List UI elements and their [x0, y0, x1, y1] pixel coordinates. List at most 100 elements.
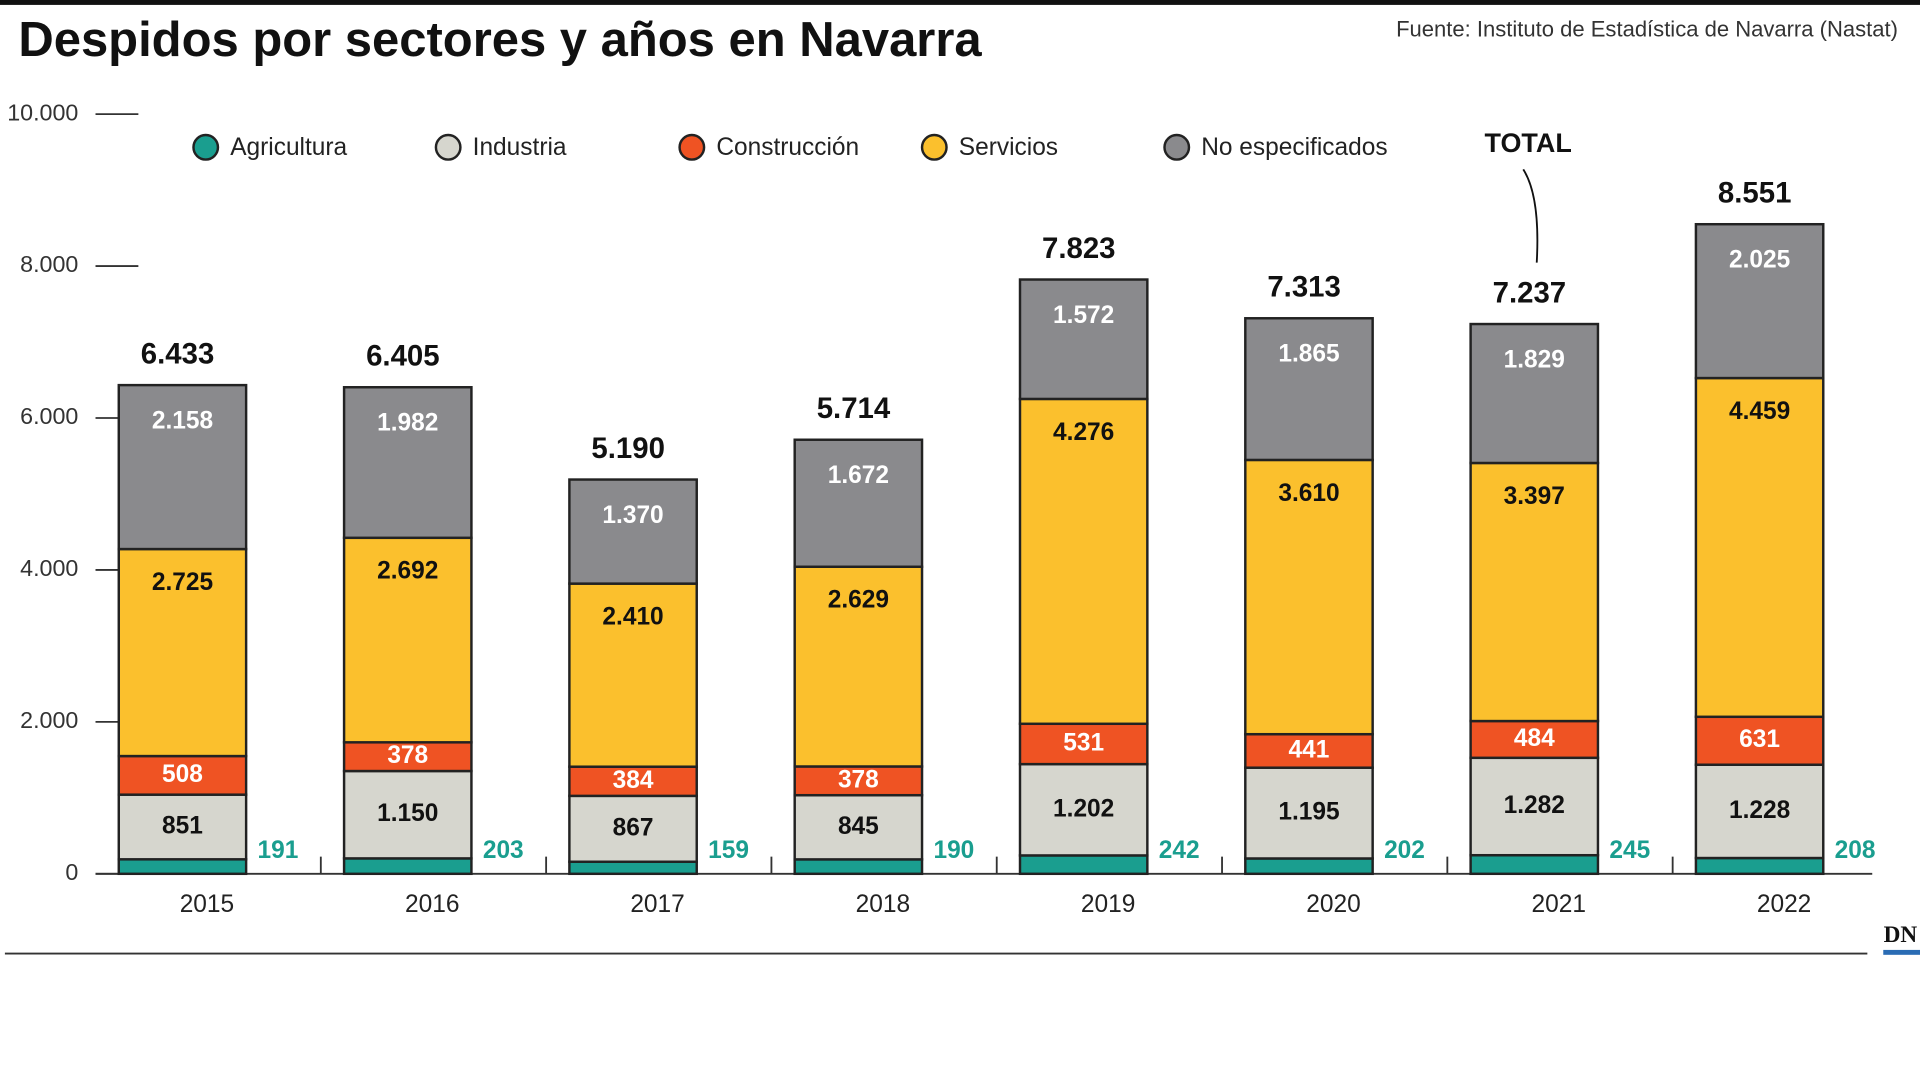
legend-label: Construcción — [716, 134, 859, 161]
x-tick-label: 2017 — [630, 891, 684, 918]
data-label: 867 — [613, 814, 654, 841]
top-rule — [0, 0, 1920, 5]
y-tick-label: 2.000 — [20, 707, 78, 733]
bar-segment — [342, 741, 473, 773]
legend-swatch — [192, 133, 220, 161]
x-tick-label: 2021 — [1532, 891, 1586, 918]
bar-segment — [793, 438, 924, 568]
data-label: 508 — [162, 761, 203, 788]
total-label: 6.433 — [141, 337, 215, 370]
total-label: 7.313 — [1267, 271, 1341, 304]
data-label: 1.370 — [602, 502, 663, 529]
legend-swatch — [920, 133, 948, 161]
x-tick-label: 2019 — [1081, 891, 1135, 918]
data-label: 1.572 — [1053, 302, 1114, 329]
total-label: 7.237 — [1493, 276, 1567, 309]
bar-segment — [1018, 854, 1149, 876]
bar-segment — [1244, 766, 1374, 860]
y-tick-label: 4.000 — [20, 555, 78, 581]
total-label: 6.405 — [366, 340, 440, 373]
data-label: 208 — [1835, 837, 1876, 864]
data-label: 845 — [838, 813, 879, 840]
data-label: 1.865 — [1278, 341, 1339, 368]
data-label: 851 — [162, 812, 203, 839]
data-label: 2.410 — [602, 603, 663, 630]
annotation: TOTAL — [1485, 128, 1572, 158]
data-label: 1.202 — [1053, 795, 1114, 822]
source: Fuente: Instituto de Estadística de Nava… — [1396, 16, 1898, 41]
y-tick-label: 0 — [65, 859, 78, 885]
data-label: 378 — [387, 742, 428, 769]
bar-segment — [1018, 397, 1149, 726]
data-label: 384 — [613, 767, 654, 794]
legend-label: Industria — [473, 134, 567, 161]
data-label: 531 — [1063, 729, 1104, 756]
data-label: 202 — [1384, 837, 1425, 864]
data-label: 631 — [1739, 726, 1780, 753]
x-tick-label: 2018 — [856, 891, 910, 918]
bar-segment — [793, 765, 924, 797]
bar-segment — [568, 582, 698, 768]
data-label: 1.672 — [828, 462, 889, 489]
bar-segment — [1244, 857, 1374, 876]
bar-segment — [117, 547, 248, 758]
data-label: 2.629 — [828, 587, 889, 614]
bar-segment — [1469, 853, 1600, 876]
total-label: 5.190 — [591, 432, 665, 465]
bar-segment — [568, 478, 698, 585]
total-label: 7.823 — [1042, 232, 1116, 265]
bar-segment — [568, 860, 698, 876]
chart-title: Despidos por sectores y años en Navarra — [18, 13, 982, 67]
legend-label: No especificados — [1201, 134, 1387, 161]
data-label: 378 — [838, 766, 879, 793]
x-tick-label: 2016 — [405, 891, 459, 918]
bar-segment — [342, 386, 473, 540]
data-label: 1.829 — [1504, 346, 1565, 373]
logo: DN — [1884, 922, 1918, 948]
data-label: 1.195 — [1278, 799, 1339, 826]
x-tick-label: 2015 — [180, 891, 234, 918]
data-label: 1.228 — [1729, 797, 1790, 824]
bar-segment — [1018, 722, 1149, 766]
data-label: 203 — [483, 837, 524, 864]
data-label: 1.282 — [1504, 792, 1565, 819]
bar-segment — [1018, 278, 1149, 401]
data-label: 441 — [1289, 736, 1330, 763]
y-tick-label: 8.000 — [20, 251, 78, 277]
data-label: 1.150 — [377, 800, 438, 827]
legend-swatch — [678, 133, 706, 161]
bar-segment — [1694, 222, 1825, 380]
annotation-line — [1522, 168, 1539, 263]
bar-segment — [793, 858, 924, 876]
bar-segment — [1694, 856, 1825, 876]
bar-segment — [568, 794, 698, 863]
data-label: 3.397 — [1504, 483, 1565, 510]
bar-segment — [1694, 763, 1825, 860]
bar-segment — [117, 858, 248, 876]
data-label: 245 — [1609, 837, 1650, 864]
legend-swatch — [1163, 133, 1191, 161]
bar-segment — [1469, 322, 1600, 465]
data-label: 2.692 — [377, 558, 438, 585]
data-label: 190 — [933, 837, 974, 864]
data-label: 1.982 — [377, 410, 438, 437]
bar-segment — [1694, 376, 1825, 719]
logo-bar — [1883, 949, 1920, 955]
data-label: 2.725 — [152, 569, 213, 596]
data-label: 484 — [1514, 725, 1555, 752]
legend-swatch — [434, 133, 462, 161]
x-tick-label: 2020 — [1306, 891, 1360, 918]
bar-segment — [1244, 317, 1374, 462]
bar-segment — [793, 793, 924, 861]
data-label: 191 — [258, 837, 299, 864]
data-label: 242 — [1159, 837, 1200, 864]
data-label: 2.025 — [1729, 246, 1790, 273]
data-label: 2.158 — [152, 407, 213, 434]
bar-segment — [568, 765, 698, 798]
total-label: 8.551 — [1718, 177, 1792, 210]
total-label: 5.714 — [817, 392, 891, 425]
bar-segment — [117, 793, 248, 861]
bar-segment — [117, 754, 248, 796]
